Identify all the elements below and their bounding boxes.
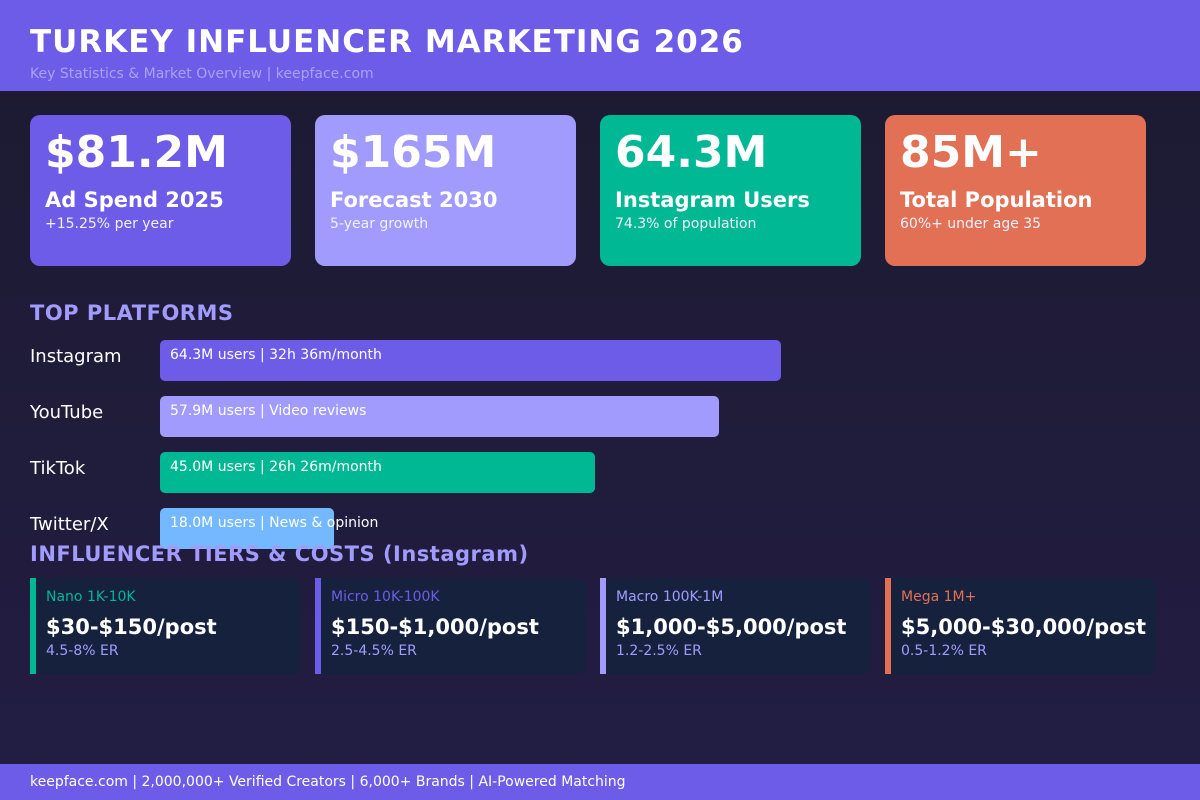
tier-engagement-rate: 4.5-8% ER [46, 643, 119, 659]
tier-engagement-rate: 2.5-4.5% ER [331, 643, 417, 659]
platforms-section-title: TOP PLATFORMS [30, 301, 234, 325]
platform-label-tiktok: TikTok [30, 458, 86, 479]
stat-label: Ad Spend 2025 [45, 188, 224, 212]
platform-bar-youtube [160, 396, 719, 437]
stat-value: $81.2M [45, 127, 228, 178]
tier-accent-stripe [315, 578, 321, 674]
platform-detail-youtube: 57.9M users | Video reviews [170, 403, 367, 419]
tier-price: $30-$150/post [46, 615, 217, 639]
platform-detail-twitter: 18.0M users | News & opinion [170, 515, 379, 531]
platform-label-twitter: Twitter/X [30, 514, 109, 535]
tier-card-micro: Micro 10K-100K $150-$1,000/post 2.5-4.5%… [315, 578, 586, 674]
stat-card-ad-spend: $81.2M Ad Spend 2025 +15.25% per year [30, 115, 291, 266]
platform-bar-twitter [160, 508, 334, 549]
platform-detail-instagram: 64.3M users | 32h 36m/month [170, 347, 382, 363]
header-banner: TURKEY INFLUENCER MARKETING 2026 Key Sta… [0, 0, 1200, 91]
stat-card-instagram-users: 64.3M Instagram Users 74.3% of populatio… [600, 115, 861, 266]
tier-price: $5,000-$30,000/post [901, 615, 1147, 639]
tiers-section-title: INFLUENCER TIERS & COSTS (Instagram) [30, 542, 529, 566]
tier-card-macro: Macro 100K-1M $1,000-$5,000/post 1.2-2.5… [600, 578, 871, 674]
page-title: TURKEY INFLUENCER MARKETING 2026 [30, 24, 744, 60]
tier-price: $150-$1,000/post [331, 615, 539, 639]
tier-card-mega: Mega 1M+ $5,000-$30,000/post 0.5-1.2% ER [885, 578, 1156, 674]
tier-name: Nano 1K-10K [46, 589, 136, 605]
stat-label: Instagram Users [615, 188, 810, 212]
platform-label-youtube: YouTube [30, 402, 104, 423]
tier-name: Micro 10K-100K [331, 589, 440, 605]
stat-sub: 5-year growth [330, 216, 429, 232]
stat-card-population: 85M+ Total Population 60%+ under age 35 [885, 115, 1146, 266]
platform-label-instagram: Instagram [30, 346, 122, 367]
tier-price: $1,000-$5,000/post [616, 615, 847, 639]
stat-value: $165M [330, 127, 497, 178]
platform-bar-instagram [160, 340, 781, 381]
stat-card-forecast: $165M Forecast 2030 5-year growth [315, 115, 576, 266]
stat-value: 64.3M [615, 127, 768, 178]
stat-sub: +15.25% per year [45, 216, 174, 232]
stat-label: Total Population [900, 188, 1093, 212]
stat-label: Forecast 2030 [330, 188, 498, 212]
tier-accent-stripe [30, 578, 36, 674]
footer-banner: keepface.com | 2,000,000+ Verified Creat… [0, 764, 1200, 800]
tier-engagement-rate: 1.2-2.5% ER [616, 643, 702, 659]
tier-name: Mega 1M+ [901, 589, 977, 605]
footer-text: keepface.com | 2,000,000+ Verified Creat… [30, 774, 626, 790]
stat-sub: 74.3% of population [615, 216, 757, 232]
tier-accent-stripe [885, 578, 891, 674]
platform-detail-tiktok: 45.0M users | 26h 26m/month [170, 459, 382, 475]
tier-engagement-rate: 0.5-1.2% ER [901, 643, 987, 659]
tier-name: Macro 100K-1M [616, 589, 724, 605]
tier-accent-stripe [600, 578, 606, 674]
platform-bar-tiktok [160, 452, 595, 493]
stat-sub: 60%+ under age 35 [900, 216, 1042, 232]
page-subtitle: Key Statistics & Market Overview | keepf… [30, 66, 374, 82]
stat-value: 85M+ [900, 127, 1042, 178]
tier-card-nano: Nano 1K-10K $30-$150/post 4.5-8% ER [30, 578, 301, 674]
